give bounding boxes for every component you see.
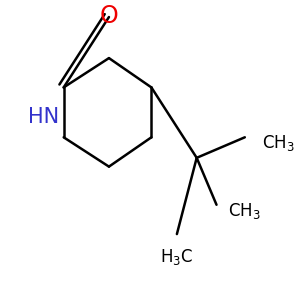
Text: HN: HN [28, 107, 59, 127]
Text: O: O [100, 4, 118, 28]
Text: CH$_3$: CH$_3$ [262, 133, 295, 153]
Text: H$_3$C: H$_3$C [160, 247, 193, 267]
Text: CH$_3$: CH$_3$ [228, 201, 261, 220]
